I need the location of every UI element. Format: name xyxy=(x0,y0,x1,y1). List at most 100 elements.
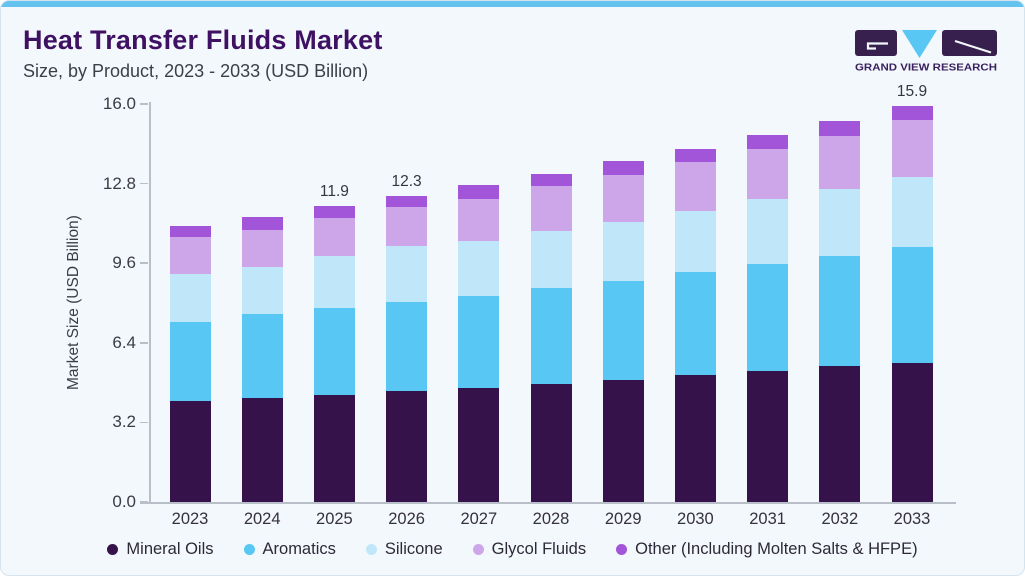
bar-segment-silicone-2025 xyxy=(313,255,355,308)
stacked-bar-2023 xyxy=(169,104,211,502)
x-tick-label-2030: 2030 xyxy=(677,510,714,528)
bar-segment-mineral-2028 xyxy=(530,383,572,502)
chart-header: Heat Transfer Fluids Market Size, by Pro… xyxy=(23,25,383,82)
stacked-bar-2031 xyxy=(747,104,789,502)
total-label-2033: 15.9 xyxy=(896,83,928,101)
y-tick-mark xyxy=(140,501,148,503)
y-tick-label: 0.0 xyxy=(112,492,136,511)
legend-dot-icon xyxy=(472,543,484,555)
legend-label: Glycol Fluids xyxy=(491,539,587,558)
y-tick-label: 12.8 xyxy=(102,173,136,193)
bar-segment-silicone-2029 xyxy=(602,222,644,281)
y-tick-mark xyxy=(140,182,148,185)
bar-segment-other-2023 xyxy=(169,225,211,238)
bar-segment-aromatics-2029 xyxy=(602,280,644,381)
stacked-bar-2027 xyxy=(458,104,500,502)
bar-segment-aromatics-2024 xyxy=(241,314,283,398)
legend-label: Other (Including Molten Salts & HFPE) xyxy=(635,539,918,558)
total-label-2025: 11.9 xyxy=(319,182,349,200)
bar-segment-glycol-2026 xyxy=(386,207,428,246)
bar-segment-aromatics-2028 xyxy=(530,288,572,384)
y-tick-mark xyxy=(140,342,148,344)
bar-segment-aromatics-2033 xyxy=(891,247,933,363)
bar-segment-glycol-2023 xyxy=(169,237,211,275)
legend-dot-icon xyxy=(365,543,377,555)
bar-segment-other-2031 xyxy=(747,135,789,149)
logo-g-mark xyxy=(866,42,888,50)
y-tick-label: 3.2 xyxy=(112,412,136,432)
bar-segment-glycol-2025 xyxy=(313,218,355,256)
bar-segment-mineral-2027 xyxy=(458,387,500,502)
bar-segment-silicone-2024 xyxy=(241,266,283,315)
bar-segment-silicone-2026 xyxy=(386,245,428,302)
bar-segment-other-2026 xyxy=(386,196,428,208)
stacked-bar-2029 xyxy=(602,104,644,502)
bar-segment-glycol-2032 xyxy=(819,136,861,189)
logo-wordmark: GRAND VIEW RESEARCH xyxy=(855,63,997,74)
legend-item-mineral: Mineral Oils xyxy=(107,539,214,559)
x-tick-label-2029: 2029 xyxy=(604,510,642,528)
legend-label: Silicone xyxy=(384,539,443,558)
page-subtitle: Size, by Product, 2023 - 2033 (USD Billi… xyxy=(23,61,369,81)
bar-segment-glycol-2033 xyxy=(891,120,933,178)
bar-segment-aromatics-2023 xyxy=(169,321,211,402)
x-tick-label-2024: 2024 xyxy=(243,510,281,528)
bar-segment-mineral-2024 xyxy=(241,397,283,502)
legend-label: Aromatics xyxy=(262,539,336,558)
bar-segment-mineral-2031 xyxy=(747,371,789,502)
bar-segment-glycol-2028 xyxy=(530,186,572,231)
total-label-2026: 12.3 xyxy=(391,173,422,191)
bar-segment-glycol-2031 xyxy=(747,148,789,199)
bar-segment-aromatics-2030 xyxy=(674,271,716,376)
x-tick-label-2023: 2023 xyxy=(171,510,209,528)
x-tick-label-2027: 2027 xyxy=(460,510,498,528)
bar-segment-other-2029 xyxy=(602,161,644,175)
bar-segment-other-2030 xyxy=(674,148,716,163)
stacked-bar-2026 xyxy=(386,104,428,502)
bar-segment-mineral-2025 xyxy=(313,395,355,502)
bar-segment-aromatics-2025 xyxy=(313,307,355,396)
top-accent-bar xyxy=(1,1,1024,7)
y-axis-line xyxy=(149,102,151,502)
bar-segment-silicone-2030 xyxy=(674,210,716,272)
legend-item-other: Other (Including Molten Salts & HFPE) xyxy=(616,539,918,559)
x-tick-label-2032: 2032 xyxy=(821,510,859,528)
bar-segment-mineral-2023 xyxy=(169,401,211,502)
x-axis-line xyxy=(140,502,956,504)
stacked-bar-2033 xyxy=(891,104,933,502)
bar-segment-other-2032 xyxy=(819,121,861,137)
page-title: Heat Transfer Fluids Market xyxy=(23,25,383,55)
bar-segment-silicone-2027 xyxy=(458,240,500,296)
legend-dot-icon xyxy=(107,543,119,555)
bar-segment-aromatics-2031 xyxy=(747,264,789,372)
legend-item-aromatics: Aromatics xyxy=(243,539,336,559)
y-tick-mark xyxy=(140,262,148,264)
x-tick-label-2028: 2028 xyxy=(532,510,570,528)
stacked-bar-2025 xyxy=(313,104,355,502)
bar-segment-glycol-2024 xyxy=(241,229,283,267)
x-tick-label-2026: 2026 xyxy=(388,510,425,528)
bar-segment-other-2024 xyxy=(241,217,283,230)
y-tick-label: 6.4 xyxy=(112,332,136,352)
bar-segment-mineral-2026 xyxy=(386,391,428,502)
logo-r-mark xyxy=(954,40,992,54)
legend-label: Mineral Oils xyxy=(126,539,214,558)
x-tick-label-2031: 2031 xyxy=(749,510,786,528)
bar-segment-silicone-2023 xyxy=(169,274,211,322)
legend-item-silicone: Silicone xyxy=(365,539,443,559)
bar-segment-other-2028 xyxy=(530,173,572,187)
y-tick-mark xyxy=(140,103,148,105)
stacked-bar-2024 xyxy=(241,104,283,502)
legend-item-glycol: Glycol Fluids xyxy=(472,539,587,559)
x-tick-label-2025: 2025 xyxy=(316,510,353,528)
bar-segment-other-2027 xyxy=(458,184,500,199)
grand-view-research-logo: GRAND VIEW RESEARCH xyxy=(855,30,997,74)
legend-dot-icon xyxy=(616,543,628,555)
bar-segment-aromatics-2026 xyxy=(386,301,428,392)
logo-v-triangle xyxy=(902,30,937,58)
bar-segment-mineral-2033 xyxy=(891,362,933,502)
bar-segment-silicone-2033 xyxy=(891,177,933,248)
bar-segment-mineral-2029 xyxy=(602,380,644,502)
